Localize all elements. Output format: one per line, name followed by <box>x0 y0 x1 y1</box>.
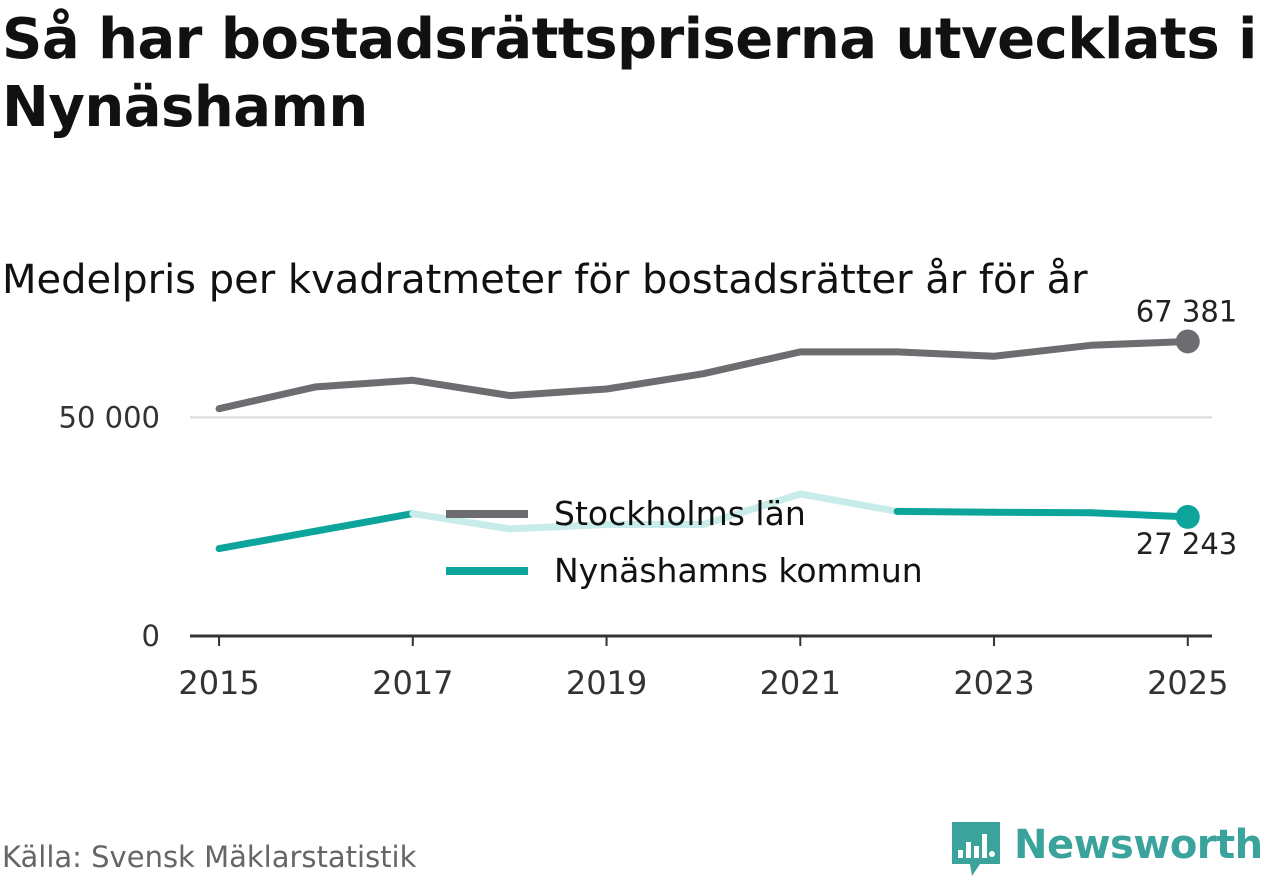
chart-title: Så har bostadsrättspriserna utvecklats i… <box>2 7 1257 140</box>
series-segment-nynashamns-kommun <box>796 490 901 515</box>
x-tick-label: 2025 <box>1147 664 1228 702</box>
series-segment-nynashamns-kommun <box>1087 509 1192 521</box>
legend-label: Stockholms län <box>554 494 806 533</box>
end-marker-nynashamns-kommun <box>1175 504 1200 529</box>
series-line-stockholms-lan <box>215 337 1192 413</box>
x-tick-label: 2017 <box>372 664 453 702</box>
newsworthy-logo-text: Newsworthy <box>1014 822 1262 868</box>
series-segment-nynashamns-kommun <box>699 490 804 529</box>
x-tick-label: 2021 <box>760 664 841 702</box>
series-segment-nynashamns-kommun <box>893 507 998 516</box>
chart-subtitle: Medelpris per kvadratmeter för bostadsrä… <box>2 257 1088 303</box>
x-tick-label: 2019 <box>566 664 647 702</box>
end-label-nynashamns-kommun: 27 243 <box>1136 527 1237 561</box>
legend-label: Nynäshamns kommun <box>554 551 923 590</box>
series-segment-nynashamns-kommun <box>215 527 320 553</box>
y-tick-label: 50 000 <box>59 400 160 434</box>
x-tick-label: 2023 <box>953 664 1034 702</box>
series-segment-nynashamns-kommun <box>409 510 514 533</box>
line-chart: 0 50 000 2015 2017 2019 2021 2023 2025 67 381 27 … <box>59 294 1238 702</box>
series-segment-nynashamns-kommun <box>312 510 417 535</box>
y-tick-label: 0 <box>142 619 160 653</box>
source-note: Källa: Svensk Mäklarstatistik <box>2 840 417 874</box>
end-marker-stockholms-lan <box>1175 329 1200 354</box>
newsworthy-logo: Newsworthy <box>950 820 1262 878</box>
newsworthy-logo-icon <box>952 822 1000 876</box>
series-segment-nynashamns-kommun <box>506 521 611 533</box>
x-tick-label: 2015 <box>178 664 259 702</box>
end-label-stockholms-lan: 67 381 <box>1136 294 1237 328</box>
